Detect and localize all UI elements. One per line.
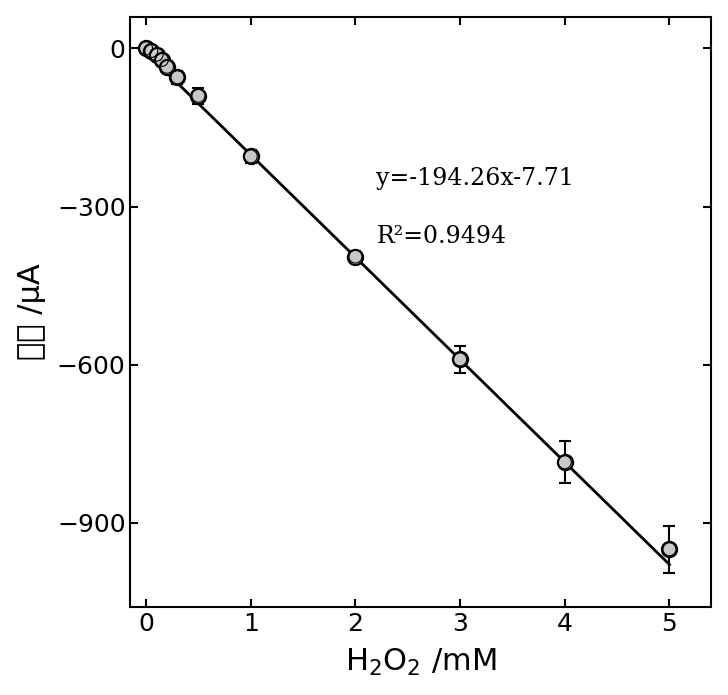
Point <box>559 457 571 468</box>
Y-axis label: 电流 /μA: 电流 /μA <box>17 263 46 360</box>
Point <box>146 45 157 56</box>
Point <box>141 43 152 54</box>
Point <box>141 43 152 54</box>
Point <box>245 151 256 162</box>
Point <box>559 457 571 468</box>
Point <box>664 543 676 555</box>
Point <box>245 151 256 162</box>
Point <box>349 251 361 262</box>
Point <box>151 49 162 60</box>
X-axis label: H$_2$O$_2$ /mM: H$_2$O$_2$ /mM <box>345 647 496 678</box>
Point <box>151 49 162 60</box>
Text: R²=0.9494: R²=0.9494 <box>376 225 507 248</box>
Point <box>172 72 183 83</box>
Point <box>146 45 157 56</box>
Point <box>172 72 183 83</box>
Point <box>454 354 466 365</box>
Point <box>664 543 676 555</box>
Point <box>156 54 167 65</box>
Point <box>454 354 466 365</box>
Text: y=-194.26x-7.71: y=-194.26x-7.71 <box>376 167 574 190</box>
Point <box>193 90 205 101</box>
Point <box>161 61 173 72</box>
Point <box>156 54 167 65</box>
Point <box>349 251 361 262</box>
Point <box>161 61 173 72</box>
Point <box>193 90 205 101</box>
